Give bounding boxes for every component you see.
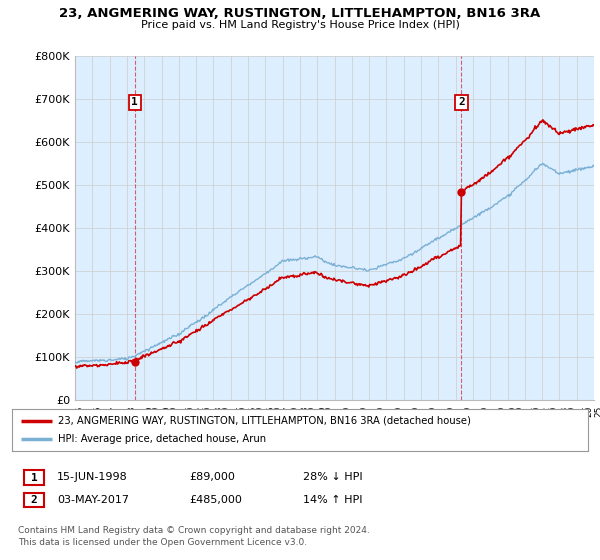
Text: HPI: Average price, detached house, Arun: HPI: Average price, detached house, Arun xyxy=(58,434,266,444)
Text: 23, ANGMERING WAY, RUSTINGTON, LITTLEHAMPTON, BN16 3RA (detached house): 23, ANGMERING WAY, RUSTINGTON, LITTLEHAM… xyxy=(58,416,471,426)
Text: Contains HM Land Registry data © Crown copyright and database right 2024.
This d: Contains HM Land Registry data © Crown c… xyxy=(18,526,370,547)
Text: £89,000: £89,000 xyxy=(189,472,235,482)
Text: 1: 1 xyxy=(31,473,37,483)
Text: 14% ↑ HPI: 14% ↑ HPI xyxy=(303,494,362,505)
Text: 03-MAY-2017: 03-MAY-2017 xyxy=(57,494,129,505)
Text: 1: 1 xyxy=(131,97,138,108)
Text: Price paid vs. HM Land Registry's House Price Index (HPI): Price paid vs. HM Land Registry's House … xyxy=(140,20,460,30)
Text: 28% ↓ HPI: 28% ↓ HPI xyxy=(303,472,362,482)
Text: 15-JUN-1998: 15-JUN-1998 xyxy=(57,472,128,482)
Text: 2: 2 xyxy=(31,495,37,505)
Text: 23, ANGMERING WAY, RUSTINGTON, LITTLEHAMPTON, BN16 3RA: 23, ANGMERING WAY, RUSTINGTON, LITTLEHAM… xyxy=(59,7,541,20)
Text: £485,000: £485,000 xyxy=(189,494,242,505)
Text: 2: 2 xyxy=(458,97,465,108)
